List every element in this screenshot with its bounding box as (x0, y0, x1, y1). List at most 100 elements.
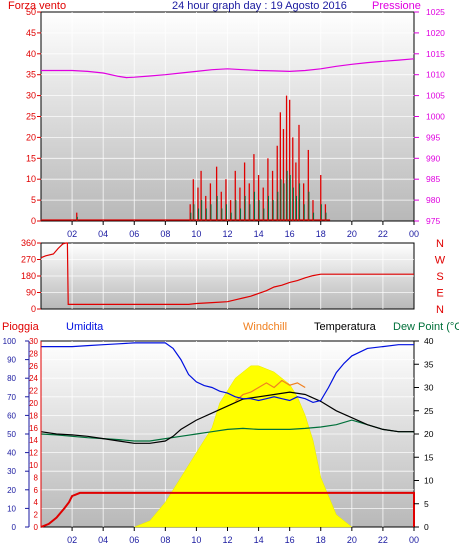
windchill-title: Windchill (243, 321, 287, 333)
temperature-tick-label: 10 (424, 476, 434, 486)
rain-tick-label: 22 (29, 387, 38, 396)
pressure-tick-label: 1025 (426, 7, 445, 17)
humidity-tick-label: 30 (7, 467, 16, 476)
direction-tick-label: 0 (31, 304, 36, 314)
wind-direction-grid (41, 243, 414, 309)
rain-tick-label: 10 (29, 461, 38, 470)
humidity-tick-label: 40 (7, 449, 16, 458)
time-tick-label: 16 (285, 535, 295, 545)
temperature-tick-label: 35 (424, 359, 434, 369)
rain-tick-label: 12 (29, 449, 38, 458)
time-axis-ticks-1: 02 04 06 08 10 12 14 16 18 20 22 00 (67, 221, 419, 239)
wind-tick-label: 45 (26, 28, 36, 38)
wind-direction-line (40, 242, 414, 305)
date-title: 24 hour graph day : 19 Agosto 2016 (172, 0, 347, 12)
rain-tick-label: 8 (34, 473, 39, 482)
time-tick-label: 06 (129, 229, 139, 239)
rain-tick-label: 0 (34, 523, 39, 532)
wind-tick-label: 10 (26, 174, 36, 184)
pressure-tick-label: 1005 (426, 91, 445, 101)
compass-label: E (436, 288, 443, 300)
wind-tick-label: 30 (26, 91, 36, 101)
temperature-tick-label: 20 (424, 429, 434, 439)
pressure-tick-label: 975 (426, 216, 440, 226)
compass-label: S (436, 271, 443, 283)
rain-tick-label: 26 (29, 362, 38, 371)
wind-tick-label: 35 (26, 70, 36, 80)
temperature-tick-label: 15 (424, 452, 434, 462)
pressure-tick-label: 1015 (426, 49, 445, 59)
compass-label: N (436, 238, 444, 250)
time-tick-label: 06 (129, 535, 139, 545)
humidity-tick-label: 50 (7, 430, 16, 439)
rain-tick-label: 30 (29, 337, 38, 346)
time-tick-label: 00 (409, 535, 419, 545)
dewpoint-title: Dew Point (°C (393, 321, 459, 333)
temperature-line (40, 391, 414, 444)
time-tick-label: 02 (67, 535, 77, 545)
direction-tick-label: 180 (21, 271, 36, 281)
rain-line (40, 491, 415, 528)
humidity-tick-label: 60 (7, 411, 16, 420)
wind-tick-label: 50 (26, 7, 36, 17)
rain-tick-label: 14 (29, 436, 38, 445)
wind-tick-label: 5 (31, 195, 36, 205)
time-tick-label: 08 (160, 229, 170, 239)
time-tick-label: 10 (191, 535, 201, 545)
rain-tick-label: 20 (29, 399, 38, 408)
pressure-title: Pressione (372, 0, 421, 12)
time-tick-label: 08 (160, 535, 170, 545)
time-tick-label: 20 (347, 229, 357, 239)
temperature-tick-label: 30 (424, 383, 434, 393)
pressure-tick-label: 1010 (426, 70, 445, 80)
wind-tick-label: 0 (31, 216, 36, 226)
rain-tick-label: 2 (34, 511, 39, 520)
temperature-tick-label: 5 (424, 499, 429, 509)
pressure-tick-label: 1020 (426, 28, 445, 38)
time-tick-label: 18 (316, 229, 326, 239)
humidity-title: Umidita (66, 321, 104, 333)
temperature-title: Temperatura (314, 321, 377, 333)
humidity-tick-label: 100 (3, 337, 17, 346)
time-tick-label: 04 (98, 229, 108, 239)
pressure-tick-label: 990 (426, 153, 440, 163)
wind-bars (41, 95, 331, 221)
pressure-tick-label: 985 (426, 174, 440, 184)
windchill-line (234, 379, 306, 402)
temperature-tick-label: 40 (424, 336, 434, 346)
time-tick-label: 22 (378, 535, 388, 545)
direction-tick-label: 90 (26, 288, 36, 298)
time-tick-label: 20 (347, 535, 357, 545)
time-tick-label: 04 (98, 535, 108, 545)
direction-tick-label: 360 (21, 238, 36, 248)
time-tick-label: 16 (285, 229, 295, 239)
time-tick-label: 02 (67, 229, 77, 239)
time-tick-label: 10 (191, 229, 201, 239)
time-tick-label: 22 (378, 229, 388, 239)
temperature-tick-label: 25 (424, 406, 434, 416)
time-tick-label: 12 (222, 229, 232, 239)
humidity-tick-label: 10 (7, 504, 16, 513)
pressure-tick-label: 980 (426, 195, 440, 205)
humidity-tick-label: 0 (12, 523, 17, 532)
time-tick-label: 00 (409, 229, 419, 239)
humidity-tick-label: 90 (7, 356, 16, 365)
pressure-tick-label: 995 (426, 132, 440, 142)
rain-tick-label: 24 (29, 374, 38, 383)
direction-axis-ticks: 360 270 180 90 0 (21, 238, 41, 314)
rain-tick-label: 4 (34, 498, 39, 507)
time-axis-ticks-3: 02 04 06 08 10 12 14 16 18 20 22 00 (67, 527, 419, 545)
wind-tick-label: 20 (26, 132, 36, 142)
rain-title: Pioggia (2, 321, 40, 333)
rain-tick-label: 18 (29, 411, 38, 420)
pressure-line (41, 58, 415, 79)
rain-tick-label: 6 (34, 486, 39, 495)
compass-label: N (436, 304, 444, 316)
rain-tick-label: 28 (29, 349, 38, 358)
wind-tick-label: 25 (26, 112, 36, 122)
